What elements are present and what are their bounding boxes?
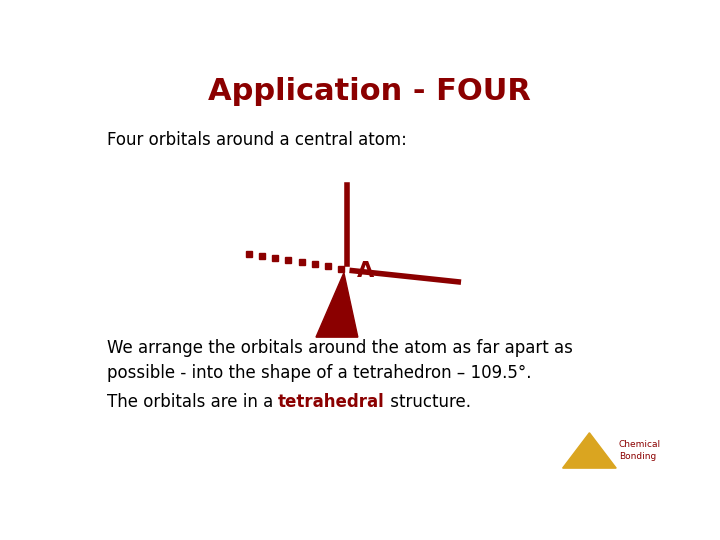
Text: structure.: structure. <box>385 393 471 411</box>
Text: Four orbitals around a central atom:: Four orbitals around a central atom: <box>107 131 407 150</box>
Text: The orbitals are in a: The orbitals are in a <box>107 393 278 411</box>
Polygon shape <box>562 433 616 468</box>
Text: tetrahedral: tetrahedral <box>278 393 385 411</box>
Text: A: A <box>356 261 374 281</box>
Polygon shape <box>316 273 358 337</box>
Text: Application - FOUR: Application - FOUR <box>207 77 531 106</box>
Text: Chemical
Bonding: Chemical Bonding <box>619 440 661 461</box>
Text: We arrange the orbitals around the atom as far apart as
possible - into the shap: We arrange the orbitals around the atom … <box>107 339 572 382</box>
